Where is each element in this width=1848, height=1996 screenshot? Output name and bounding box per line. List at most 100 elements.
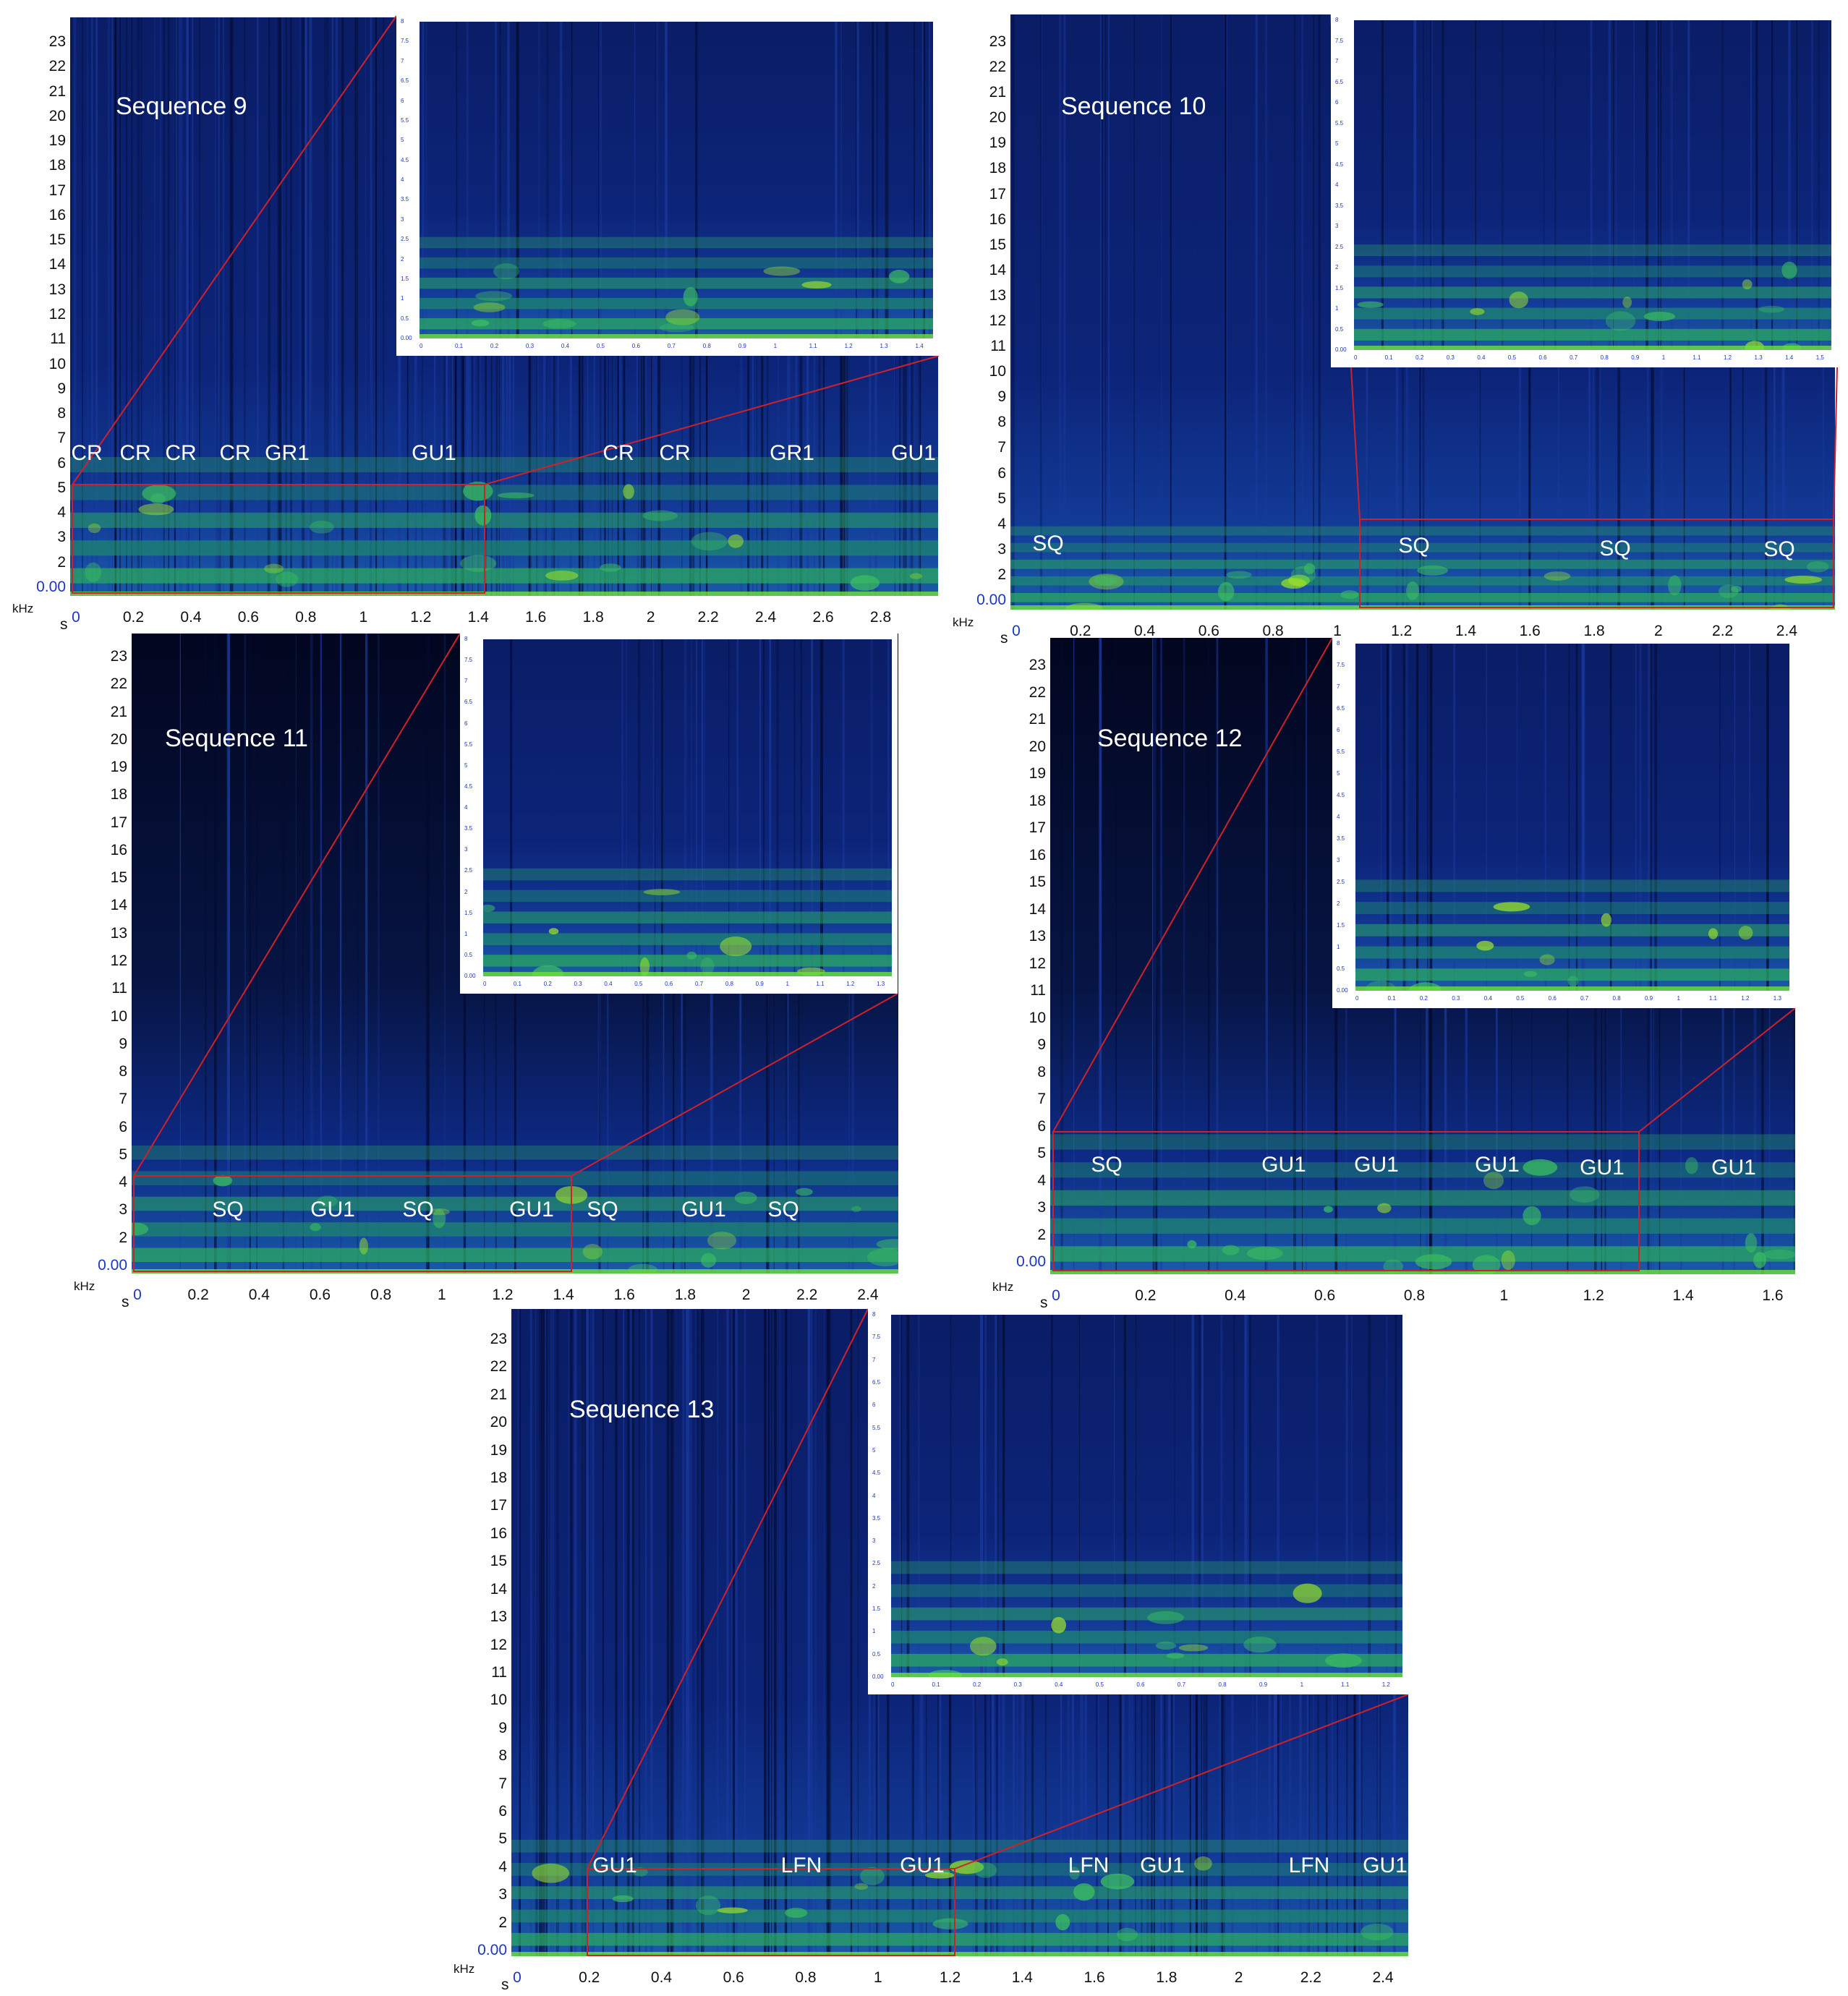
- panel0-call: [138, 503, 174, 516]
- panel0-stripe: [278, 17, 282, 596]
- panel1-stripe: [1170, 14, 1172, 610]
- inset1-stripe: [1811, 20, 1813, 350]
- inset-y-tick-label: 4: [872, 1492, 876, 1499]
- inset4-call: [1051, 1616, 1066, 1634]
- y-axis-unit: kHz: [74, 1279, 95, 1293]
- panel0-band: [70, 512, 938, 528]
- panel0-call: [460, 555, 497, 572]
- panel4-call: [1361, 1923, 1394, 1941]
- zoom-inset: 8 7.5 7 6.5 6 5.5 5 4.5 4 3.5 3 2.5 2 1.5 1 0.5 0.00 0 0.1…: [460, 634, 898, 994]
- inset-y-tick-label: 7.5: [401, 38, 409, 45]
- x-tick-label: 1.6: [613, 1287, 635, 1303]
- panel3-call: [1324, 1206, 1333, 1213]
- inset-x-tick-label: 0.6: [1136, 1681, 1145, 1688]
- y-tick-label: 18: [48, 157, 66, 174]
- inset-y-tick-label: 1: [464, 930, 468, 937]
- x-tick-label: 0.6: [1198, 623, 1219, 639]
- panel0-floor: [70, 592, 938, 596]
- panel1-stripe: [1100, 14, 1102, 610]
- y-tick-label: 12: [48, 306, 66, 323]
- inset4-band: [891, 1584, 1402, 1598]
- x-tick-label: 1.4: [467, 609, 489, 626]
- y-tick-label: 12: [1029, 955, 1046, 972]
- panel0-call: [85, 562, 102, 583]
- inset-y-tick-label: 2.5: [872, 1560, 881, 1567]
- inset3-stripe: [1719, 644, 1721, 991]
- x-tick-label: 2.2: [796, 1287, 818, 1303]
- inset1-stripe: [1554, 20, 1557, 350]
- inset3-spectrogram: [1355, 644, 1789, 991]
- zoom-inset-plot: [483, 639, 892, 976]
- panel1-call: [1094, 574, 1118, 587]
- panel1-band: [1010, 593, 1835, 602]
- panel3-stripe: [1060, 638, 1063, 1274]
- y-tick-label: 22: [989, 59, 1006, 76]
- y-tick-label: 8: [498, 1747, 507, 1765]
- panel4-call: [974, 1862, 997, 1878]
- y-tick-label: 5: [119, 1146, 127, 1163]
- panel1-stripe: [1040, 14, 1043, 610]
- inset-x-tick-label: 0.5: [596, 343, 605, 349]
- y-tick-label: 4: [498, 1858, 507, 1875]
- panel0-stripe: [257, 17, 259, 596]
- inset4-stripe: [1249, 1315, 1251, 1677]
- panel1-stripe: [1012, 14, 1015, 610]
- panel3-call: [1570, 1186, 1600, 1203]
- inset-y-tick-label: 0.00: [1335, 346, 1347, 353]
- inset0-band: [420, 236, 933, 249]
- inset1-stripe: [1633, 20, 1635, 350]
- call-type-label: SQ: [767, 1198, 799, 1221]
- inset2-call: [686, 951, 697, 960]
- panel3-call: [1415, 1254, 1452, 1270]
- y-tick-label: 0.00: [976, 592, 1006, 608]
- panel0-stripe: [341, 17, 344, 596]
- inset-y-tick-label: 5.5: [401, 116, 409, 124]
- inset2-stripe: [684, 639, 687, 976]
- panel4-call: [532, 1863, 569, 1883]
- inset0-band: [420, 318, 933, 330]
- panel1-floor: [1010, 605, 1835, 610]
- x-tick-label: 1.4: [1672, 1287, 1694, 1304]
- inset-y-tick-label: 0.5: [464, 951, 473, 958]
- inset2-stripe: [728, 639, 730, 976]
- x-tick-label: 1: [359, 609, 368, 626]
- inset4-stripe: [1345, 1315, 1348, 1677]
- inset1-stripe: [1431, 20, 1433, 350]
- inset3-band: [1355, 946, 1789, 959]
- inset0-stripe: [655, 22, 659, 338]
- inset1-stripe: [1771, 20, 1774, 350]
- x-tick-label: 0.8: [795, 1969, 817, 1986]
- x-tick-label: 0.8: [295, 609, 317, 626]
- panel2-call: [796, 1187, 813, 1196]
- panel1-call: [1806, 561, 1829, 573]
- zoom-inset-plot: [1355, 644, 1789, 991]
- call-type-label: LFN: [1288, 1854, 1330, 1877]
- inset-y-tick-label: 0.00: [872, 1673, 884, 1680]
- inset4-spectrogram: [891, 1315, 1402, 1677]
- panel4-stripe: [545, 1309, 548, 1956]
- inset-x-tick-label: 0.5: [1507, 354, 1517, 361]
- panel2-call: [555, 1186, 588, 1204]
- inset3-background: [1355, 644, 1789, 991]
- zoom-inset: 8 7.5 7 6.5 6 5.5 5 4.5 4 3.5 3 2.5 2 1.5 1 0.5 0.00 0 0.1…: [868, 1309, 1408, 1694]
- x-tick-label: 0: [133, 1287, 142, 1303]
- panel2-call: [876, 1239, 898, 1250]
- inset-y-tick-label: 2: [1337, 900, 1340, 907]
- y-tick-label: 0.00: [477, 1942, 507, 1958]
- inset4-stripe: [1368, 1315, 1371, 1677]
- panel0-stripe: [70, 17, 72, 596]
- inset4-call: [996, 1658, 1008, 1666]
- x-tick-label: 1.2: [1391, 623, 1413, 639]
- inset-x-tick-label: 0.3: [1452, 995, 1460, 1002]
- inset1-call: [1357, 301, 1384, 308]
- inset2-stripe: [621, 639, 623, 976]
- y-axis-unit: kHz: [454, 1962, 475, 1976]
- call-type-label: GU1: [891, 441, 936, 465]
- inset2-band: [483, 955, 892, 967]
- panel1-call: [1719, 584, 1739, 598]
- y-tick-label: 20: [989, 109, 1006, 127]
- inset1-stripe: [1613, 20, 1614, 350]
- inset-y-tick-label: 6: [401, 97, 404, 104]
- panel0-stripe: [305, 17, 307, 596]
- panel4-call: [860, 1867, 885, 1885]
